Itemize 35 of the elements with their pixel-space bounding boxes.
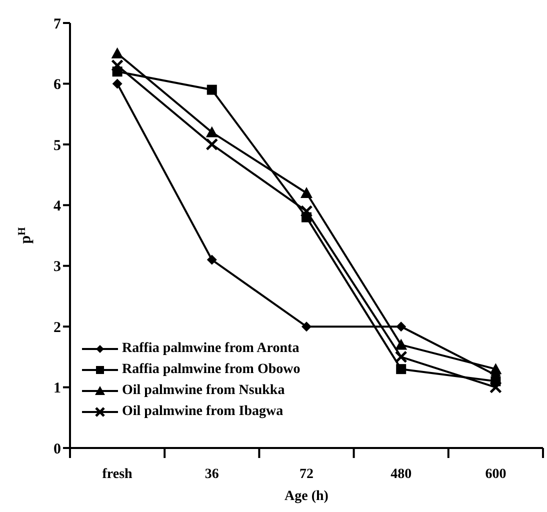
point	[111, 59, 124, 72]
x-tick-label: 72	[300, 467, 314, 482]
x-tick-label: 600	[485, 467, 506, 482]
point	[395, 338, 408, 350]
point	[396, 364, 406, 374]
x-tick-label: fresh	[102, 467, 133, 482]
point	[112, 78, 122, 89]
x-axis-title: Age (h)	[284, 489, 329, 504]
point	[206, 84, 217, 95]
y-tick-label: 5	[54, 138, 61, 154]
point	[206, 138, 218, 151]
x-tick-label: 36	[204, 467, 219, 482]
legend-label: Oil palmwine from Ibagwa	[122, 404, 284, 420]
x-tick-label: 480	[390, 467, 412, 482]
y-tick-label: 0	[54, 441, 61, 458]
point	[300, 187, 312, 198]
y-tick-label: 4	[54, 198, 62, 214]
y-tick-label: 3	[54, 259, 61, 276]
point	[111, 47, 124, 58]
y-tick-label: 6	[54, 77, 62, 94]
point	[300, 204, 313, 218]
y-tick-label: 1	[54, 380, 61, 397]
legend-label: Oil palmwine from Nsukka	[122, 382, 285, 398]
point	[112, 66, 122, 77]
point	[394, 350, 408, 364]
legend-label: Raffia palmwine from Obowo	[122, 362, 300, 378]
y-tick-label: 2	[54, 320, 61, 336]
y-tick-label: 7	[54, 16, 62, 32]
point	[302, 322, 312, 332]
point	[206, 126, 218, 138]
point	[396, 322, 406, 332]
legend-label: Raffia palmwine from Aronta	[122, 340, 300, 356]
point	[489, 381, 502, 394]
point	[206, 254, 217, 265]
point	[302, 212, 312, 222]
